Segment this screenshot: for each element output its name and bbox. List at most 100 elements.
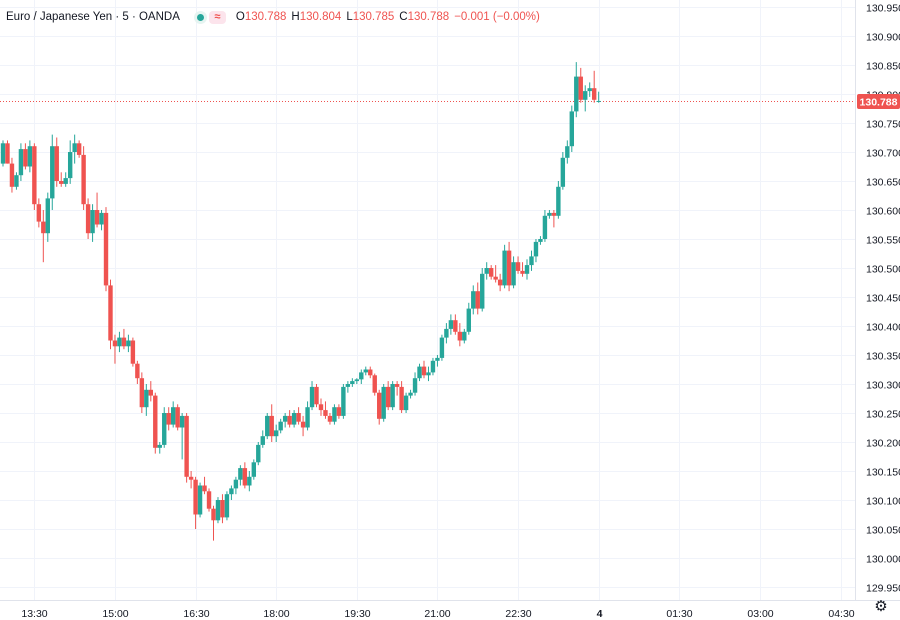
candle-body [121, 337, 127, 347]
price-tick-label: 130.950 [866, 3, 900, 15]
candle [372, 373, 377, 396]
candle-body [274, 430, 279, 437]
candle [506, 241, 512, 292]
candle-body [529, 256, 534, 266]
candle-body [471, 291, 476, 309]
price-tick-label: 130.400 [866, 322, 900, 334]
candle-body [480, 273, 485, 309]
candle-body [229, 488, 234, 495]
candle [238, 465, 243, 486]
candle-body [108, 285, 113, 341]
candle [466, 302, 471, 335]
symbol-title[interactable]: Euro / Japanese Yen · 5 · OANDA [6, 11, 180, 23]
candle-body [363, 369, 368, 373]
candle-body [421, 366, 427, 376]
candle [282, 413, 288, 428]
candle [81, 146, 86, 210]
candle-body [314, 386, 319, 405]
candle [32, 143, 37, 210]
candle-body [403, 395, 409, 411]
candle [511, 256, 516, 289]
candle [144, 384, 149, 416]
candle [291, 410, 297, 428]
candle-body [542, 215, 548, 239]
candle [421, 360, 427, 379]
candle-body [444, 328, 449, 338]
candle-body [260, 436, 265, 445]
candle-body [256, 444, 261, 463]
candle [381, 384, 386, 422]
candle-body [596, 100, 601, 102]
compare-icon[interactable]: ≈ [208, 10, 226, 24]
candle-body [318, 404, 324, 411]
candle [403, 392, 409, 413]
candle [542, 210, 548, 242]
candle-body [327, 415, 333, 422]
candle [394, 381, 400, 396]
candle [9, 157, 15, 193]
candle-body [32, 146, 37, 205]
candle [274, 424, 279, 442]
candle [166, 407, 171, 431]
candle [170, 401, 176, 428]
time-tick-label: 22:30 [505, 608, 531, 620]
candle-body [170, 407, 176, 425]
candle [345, 381, 351, 393]
candle-body [345, 384, 351, 387]
candle [587, 82, 592, 97]
candle-body [296, 413, 301, 422]
candle-body [417, 366, 422, 379]
candle [121, 328, 127, 350]
price-tick-label: 130.450 [866, 293, 900, 305]
candle [435, 355, 440, 367]
candle-body [90, 210, 95, 234]
candle-body [269, 415, 274, 437]
candle-body [511, 262, 516, 286]
candle-body [162, 413, 167, 445]
candle [215, 497, 221, 524]
price-tick-label: 129.950 [866, 583, 900, 595]
time-axis[interactable]: 13:30 15:00 16:30 18:00 19:30 21:00 22:30 4 01:3… [0, 600, 900, 620]
candle-body [148, 389, 153, 396]
candle-body [224, 494, 230, 518]
candle [551, 210, 557, 228]
price-axis[interactable]: 129.950 130.000 130.050 130.100 130.150 130.2… [855, 0, 900, 620]
eye-toggle-icon[interactable] [193, 10, 207, 24]
price-tick-label: 130.250 [866, 409, 900, 421]
candle [224, 491, 230, 521]
candle-body [27, 146, 33, 167]
candle-body [377, 392, 382, 419]
candle-body [157, 444, 162, 448]
time-tick-label: 18:00 [263, 608, 289, 620]
candle [515, 256, 521, 274]
candle [206, 488, 212, 512]
candle [287, 410, 292, 428]
candle-body [309, 386, 315, 408]
candle [197, 482, 203, 518]
candle [5, 140, 10, 164]
candle-body [238, 468, 243, 480]
candle [256, 442, 261, 466]
candle [300, 415, 306, 437]
candle-body [524, 265, 530, 274]
low-value: 130.785 [352, 11, 395, 23]
candle [408, 389, 413, 399]
candle-body [0, 143, 6, 164]
candle-body [412, 378, 418, 393]
candle [583, 85, 588, 112]
candle-body [547, 212, 552, 216]
gear-icon[interactable]: ⚙ [874, 598, 888, 615]
candle-body [103, 212, 109, 286]
candle-body [18, 149, 24, 176]
candle-body [583, 91, 588, 100]
candle-body [50, 146, 55, 199]
candle [265, 413, 270, 440]
candle [341, 384, 346, 419]
candle-body [135, 363, 140, 379]
candle [385, 381, 391, 411]
candle-body [426, 372, 431, 376]
candle-body [354, 379, 360, 382]
candle-body [587, 88, 592, 92]
last-price-tag [857, 94, 900, 109]
